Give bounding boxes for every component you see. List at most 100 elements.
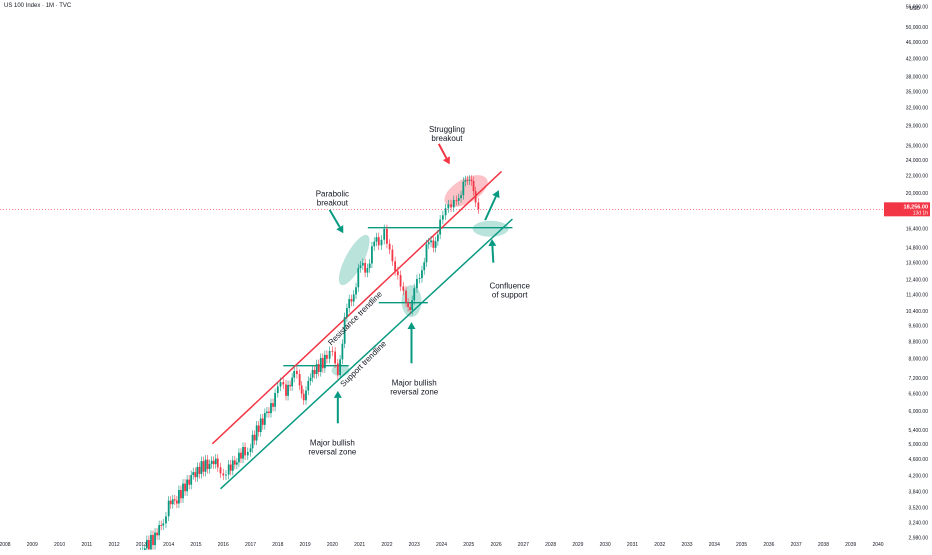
candle-body	[188, 479, 191, 485]
candle-body	[194, 472, 197, 478]
y-tick-label: 5,000.00	[909, 442, 929, 448]
candle-body	[388, 243, 391, 250]
x-tick-label: 2026	[491, 542, 502, 548]
y-tick-label: 35,000.00	[906, 89, 928, 95]
x-tick-label: 2033	[681, 542, 692, 548]
candle-body	[212, 460, 215, 465]
candle-body	[432, 240, 435, 248]
x-tick-label: 2034	[709, 542, 720, 548]
candle-body	[210, 460, 213, 464]
y-tick-label: 11,400.00	[906, 293, 928, 299]
y-tick-label: 46,000.00	[906, 40, 928, 46]
y-tick-label: 16,400.00	[906, 227, 928, 233]
candle-body	[474, 191, 477, 203]
candle-body	[452, 199, 455, 208]
candle-body	[162, 523, 165, 526]
annotation-label: reversal zone	[390, 388, 439, 397]
candle-body	[165, 516, 167, 524]
candle-body	[175, 500, 178, 504]
candle-body	[242, 447, 244, 459]
candle-body	[268, 411, 270, 414]
y-tick-label: 4,600.00	[909, 457, 929, 463]
trendline	[211, 170, 503, 445]
candle-body	[339, 359, 342, 375]
y-tick-label: 32,000.00	[906, 106, 928, 112]
candle-body	[323, 354, 326, 369]
y-tick-label: 38,000.00	[906, 75, 928, 81]
candle-body	[460, 195, 462, 199]
candle-body	[334, 351, 337, 364]
candle-body	[416, 278, 418, 289]
candle-body	[307, 380, 310, 391]
x-tick-label: 2019	[300, 542, 311, 548]
candle-body	[274, 393, 276, 407]
candle-body	[222, 473, 225, 476]
x-tick-label: 2031	[627, 542, 638, 548]
candle-body	[466, 180, 469, 181]
annotation-arrow-shaft	[328, 209, 341, 228]
candle-body	[331, 350, 334, 352]
annotation-arrow-head	[336, 225, 344, 234]
y-axis-unit: USD	[909, 6, 920, 12]
annotation-label: Major bullish	[310, 439, 355, 448]
candle-body	[430, 240, 432, 243]
chart-title: US 100 Index · 1M · TVC	[4, 3, 72, 9]
candle-body	[464, 180, 467, 182]
y-tick-label: 8,800.00	[909, 339, 929, 345]
y-tick-label: 2,980.00	[909, 536, 929, 542]
candle-body	[302, 393, 305, 401]
annotation-arrow-head	[492, 190, 500, 199]
candle-body	[145, 539, 148, 549]
highlight-zone	[472, 220, 509, 237]
candle-body	[311, 369, 314, 378]
x-tick-label: 2010	[54, 542, 65, 548]
candle-body	[462, 181, 465, 196]
candle-body	[355, 287, 357, 295]
candle-body	[235, 462, 238, 465]
annotation-label: Struggling	[429, 125, 465, 134]
x-tick-label: 2016	[218, 542, 229, 548]
candle-body	[341, 343, 344, 360]
candle-body	[206, 459, 209, 470]
annotation-arrow-head	[488, 238, 497, 247]
x-tick-label: 2035	[736, 542, 747, 548]
candle-body	[436, 234, 439, 242]
candle-body	[315, 364, 318, 374]
annotation-label: Confluence	[489, 281, 530, 290]
x-tick-label: 2020	[327, 542, 338, 548]
candle-body	[190, 475, 193, 485]
candle-body	[169, 500, 172, 505]
y-tick-label: 20,000.00	[906, 191, 928, 197]
y-tick-label: 3,520.00	[909, 505, 929, 511]
candle-body	[373, 241, 376, 247]
candle-body	[287, 384, 289, 396]
candle-body	[240, 452, 242, 459]
candle-body	[251, 434, 254, 449]
candle-body	[152, 534, 154, 546]
candle-body	[180, 490, 182, 499]
y-tick-label: 13,600.00	[906, 261, 928, 267]
candle-body	[309, 377, 312, 381]
y-tick-label: 7,200.00	[909, 376, 929, 382]
candle-body	[413, 288, 416, 301]
y-tick-label: 6,600.00	[909, 392, 929, 398]
annotation-label: breakout	[317, 198, 349, 207]
y-tick-label: 26,000.00	[906, 143, 928, 149]
candle-body	[455, 199, 458, 201]
candle-body	[259, 418, 262, 433]
y-tick-label: 3,240.00	[909, 520, 929, 526]
candle-body	[182, 483, 184, 499]
candle-body	[364, 262, 367, 273]
candle-body	[444, 208, 447, 216]
candle-body	[257, 425, 260, 433]
candle-body	[272, 403, 274, 407]
candle-body	[219, 467, 222, 474]
trendline	[220, 218, 513, 490]
y-tick-label: 5,400.00	[909, 428, 929, 434]
candle-body	[366, 268, 369, 273]
candle-body	[383, 228, 386, 240]
x-tick-label: 2030	[600, 542, 611, 548]
candle-body	[231, 460, 234, 471]
